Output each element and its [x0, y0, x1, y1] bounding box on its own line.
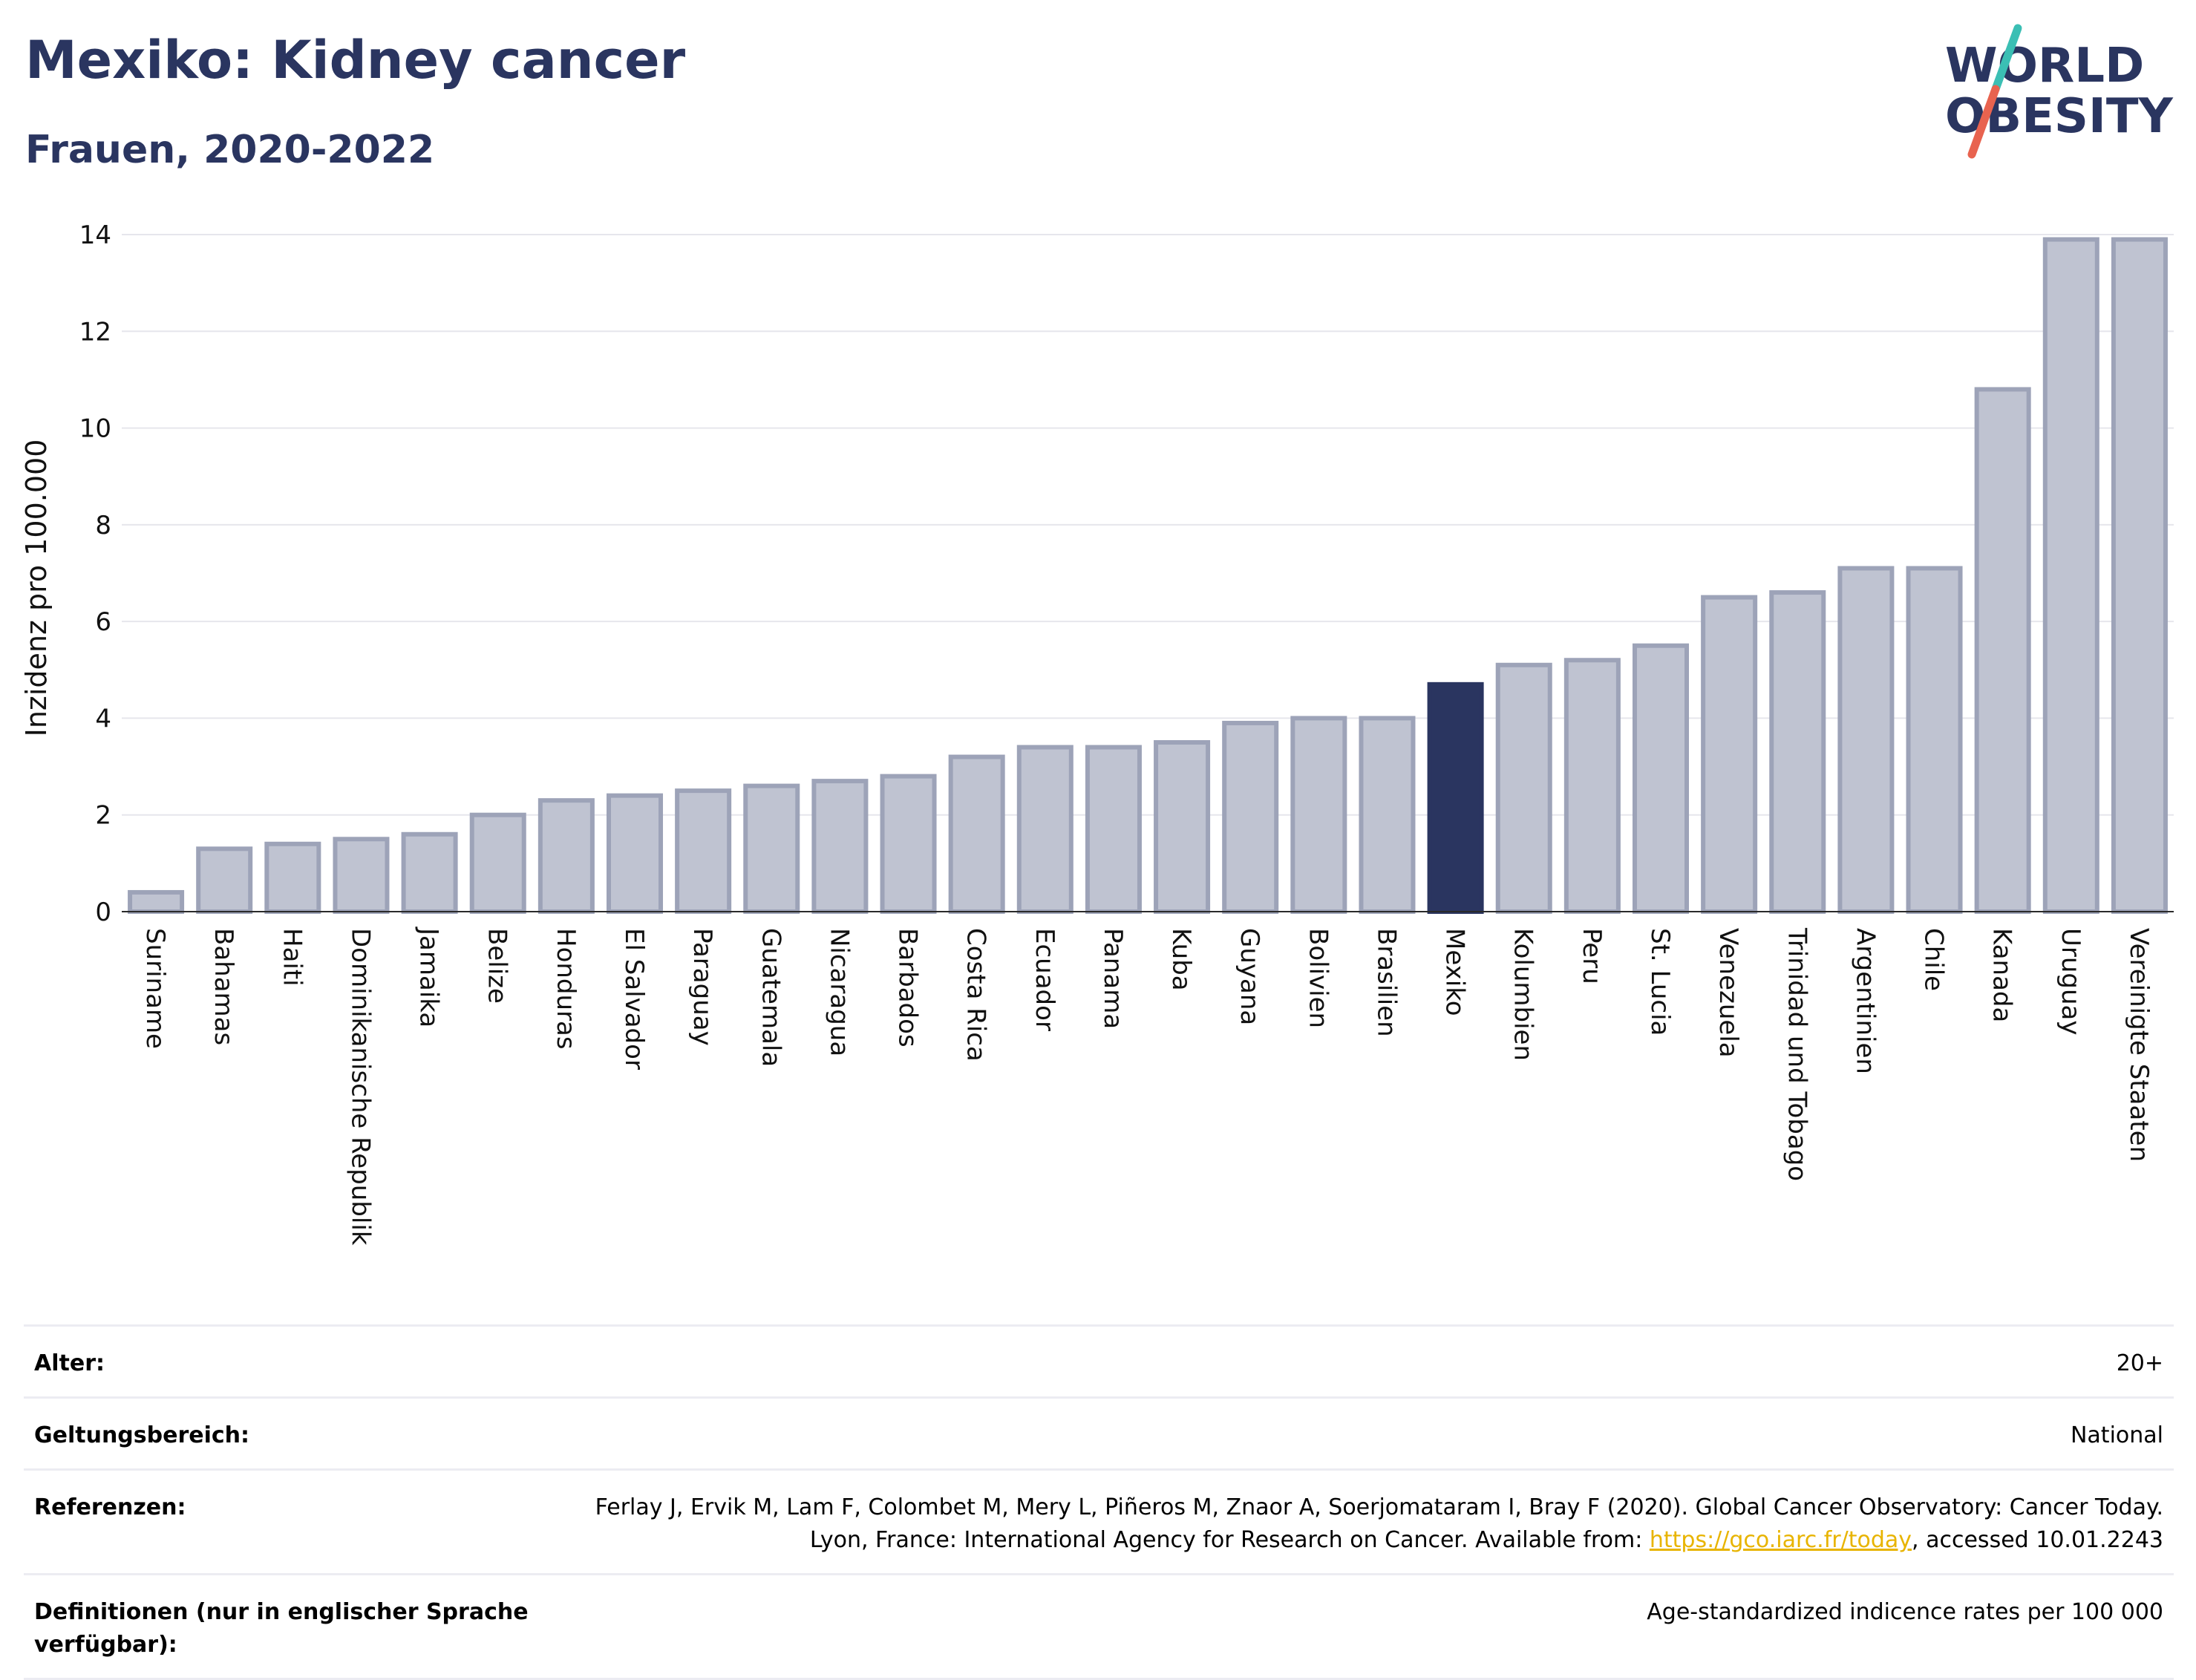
x-tick-label: Nicaragua	[824, 928, 854, 1056]
x-tick-label: Kolumbien	[1509, 928, 1538, 1061]
reference-accessed: , accessed 10.01.2243	[1912, 1527, 2163, 1553]
bar-jamaika	[401, 831, 458, 915]
x-tick-label: Uruguay	[2056, 928, 2085, 1036]
bars	[128, 237, 2168, 915]
x-tick-label: Trinidad und Tobago	[1782, 927, 1811, 1181]
logo-line-1: WORLD	[1945, 39, 2144, 94]
references-label: Referenzen:	[34, 1494, 186, 1520]
definitions-label: Definitionen (nur in englischer Sprache …	[34, 1599, 529, 1658]
bar-trinidad-und-tobago	[1769, 590, 1826, 914]
x-tick-label: Kanada	[1987, 928, 2017, 1022]
bar-peru	[1563, 658, 1621, 914]
bar-brasilien	[1359, 716, 1416, 915]
y-tick-label: 0	[95, 898, 111, 927]
x-tick-label: Guyana	[1235, 928, 1264, 1025]
x-tick-label: Argentinien	[1850, 928, 1880, 1074]
bar-st-lucia	[1632, 643, 1690, 914]
bar-venezuela	[1701, 595, 1758, 914]
y-tick-label: 4	[95, 704, 111, 733]
page-subtitle: Frauen, 2020-2022	[25, 128, 435, 172]
bar-chart: 0 2 4 6 8 10 12 14 Suriname Bahamas Haiti Dominika…	[20, 220, 2174, 1246]
y-tick-label: 8	[95, 511, 111, 540]
logo-slash-teal	[1991, 24, 2022, 94]
x-tick-label: Guatemala	[756, 928, 785, 1067]
bar-kolumbien	[1495, 662, 1552, 914]
info-row-definitions: Definitionen (nur in englischer Sprache …	[24, 1573, 2174, 1680]
scope-value: National	[2070, 1422, 2163, 1448]
x-tick-label: Barbados	[893, 928, 923, 1047]
y-tick-label: 14	[79, 220, 111, 250]
x-tick-label: Venezuela	[1713, 928, 1743, 1058]
x-tick-label: Vereinigte Staaten	[2124, 928, 2154, 1162]
x-tick-label: Bahamas	[209, 928, 238, 1045]
info-row-references: Referenzen: Ferlay J, Ervik M, Lam F, Co…	[24, 1468, 2174, 1573]
x-tick-label: Ecuador	[1030, 928, 1059, 1031]
x-tick-label: Paraguay	[687, 928, 717, 1046]
x-tick-label: Chile	[1919, 928, 1949, 991]
bar-paraguay	[675, 788, 732, 914]
bar-bolivien	[1290, 716, 1347, 915]
y-tick-label: 2	[95, 801, 111, 831]
x-tick-label: Suriname	[140, 928, 170, 1049]
x-tick-label: Kuba	[1166, 928, 1196, 991]
y-axis-label: Inzidenz pro 100.000	[20, 439, 53, 737]
bar-guatemala	[743, 783, 800, 914]
x-tick-label: Belize	[483, 928, 512, 1004]
bar-el-salvador	[606, 793, 664, 914]
x-tick-label: Bolivien	[1303, 928, 1333, 1028]
reference-text: Ferlay J, Ervik M, Lam F, Colombet M, Me…	[595, 1494, 2163, 1553]
bar-kuba	[1154, 740, 1211, 914]
bar-chile	[1906, 566, 1963, 914]
bar-bahamas	[196, 846, 253, 915]
bar-barbados	[880, 774, 937, 914]
info-row-age: Alter: 20+	[24, 1324, 2174, 1396]
info-row-scope: Geltungsbereich: National	[24, 1396, 2174, 1468]
reference-link[interactable]: https://gco.iarc.fr/today	[1649, 1527, 1912, 1553]
info-table: Alter: 20+ Geltungsbereich: National Ref…	[24, 1324, 2174, 1680]
bar-argentinien	[1837, 566, 1895, 914]
age-value: 20+	[2116, 1350, 2163, 1376]
bar-kanada	[1974, 387, 2031, 914]
bar-belize	[469, 812, 526, 914]
x-tick-label: Jamaika	[414, 926, 444, 1027]
bar-nicaragua	[811, 779, 869, 914]
bar-guyana	[1222, 720, 1279, 915]
bar-panama	[1085, 745, 1142, 914]
page-title: Mexiko: Kidney cancer	[25, 30, 686, 91]
bar-costa-rica	[948, 754, 1005, 914]
bar-suriname	[128, 889, 185, 915]
x-tick-label: Dominikanische Republik	[345, 928, 375, 1246]
x-tick-label: Mexiko	[1440, 928, 1470, 1016]
x-tick-label: Honduras	[551, 928, 581, 1050]
y-tick-label: 10	[79, 414, 111, 444]
bar-honduras	[537, 798, 595, 914]
x-tick-label: Peru	[1577, 928, 1607, 984]
bar-mexiko	[1427, 682, 1484, 914]
scope-label: Geltungsbereich:	[34, 1422, 250, 1448]
x-tick-label: St. Lucia	[1645, 928, 1675, 1036]
x-tick-label: Brasilien	[1371, 928, 1401, 1037]
bar-haiti	[264, 841, 321, 915]
references-value: Ferlay J, Ervik M, Lam F, Colombet M, Me…	[569, 1491, 2163, 1557]
x-tick-label: El Salvador	[619, 928, 649, 1070]
definitions-value: Age-standardized indicence rates per 100…	[1647, 1599, 2163, 1625]
bar-vereinigte-staaten	[2111, 237, 2168, 914]
world-obesity-logo: WORLD OBESITY	[1945, 24, 2173, 159]
x-tick-labels: Suriname Bahamas Haiti Dominikanische Repub…	[140, 926, 2154, 1246]
grid-lines	[122, 234, 2174, 816]
bar-uruguay	[2042, 237, 2099, 914]
y-tick-labels: 0 2 4 6 8 10 12 14	[79, 220, 111, 927]
x-tick-label: Costa Rica	[961, 928, 991, 1062]
bar-dominikanische-republik	[333, 837, 390, 915]
logo-slash-red	[1967, 85, 2000, 159]
age-label: Alter:	[34, 1350, 105, 1376]
y-tick-label: 6	[95, 607, 111, 637]
x-tick-label: Panama	[1098, 928, 1128, 1029]
bar-ecuador	[1016, 745, 1074, 914]
y-tick-label: 12	[79, 317, 111, 347]
x-tick-label: Haiti	[277, 928, 307, 987]
